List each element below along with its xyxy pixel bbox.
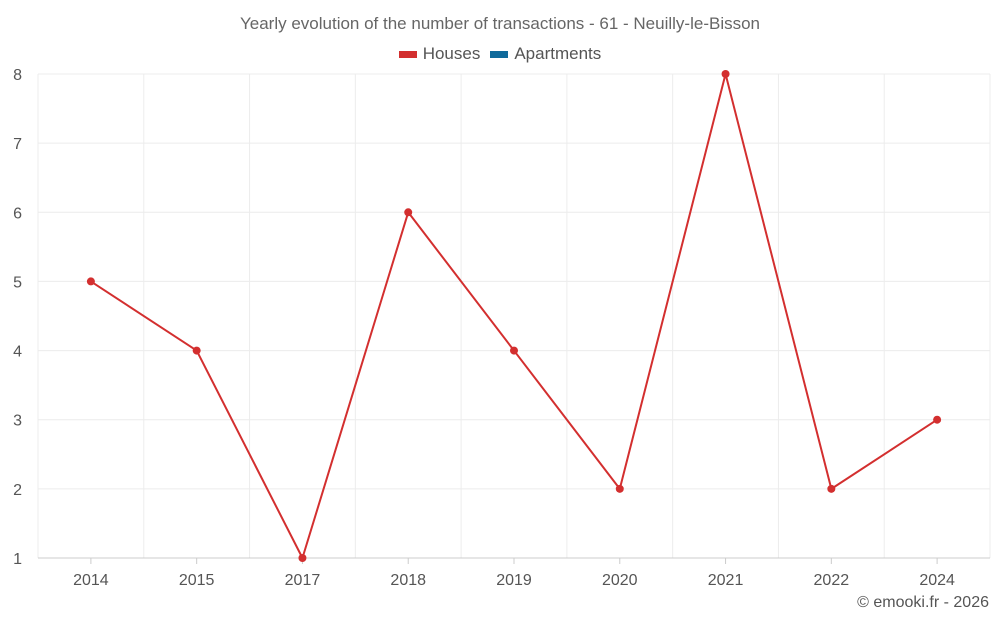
x-tick-label: 2022 xyxy=(814,572,850,589)
x-tick-label: 2017 xyxy=(285,572,321,589)
data-point xyxy=(404,208,413,217)
legend-label-apartments: Apartments xyxy=(514,44,602,63)
series xyxy=(86,70,942,562)
x-tick-label: 2019 xyxy=(496,572,532,589)
chart-title: Yearly evolution of the number of transa… xyxy=(239,14,761,33)
data-point xyxy=(192,346,201,355)
legend-label-houses: Houses xyxy=(422,44,481,63)
legend-swatch-houses xyxy=(398,50,417,58)
legend-swatch-apartments xyxy=(490,50,509,58)
y-tick-label: 4 xyxy=(13,344,22,361)
data-point xyxy=(86,277,95,286)
x-tick-label: 2024 xyxy=(919,572,955,589)
x-tick-label: 2018 xyxy=(390,572,426,589)
data-point xyxy=(510,346,518,355)
x-tick-label: 2020 xyxy=(602,572,638,589)
y-tick-label: 7 xyxy=(13,136,22,153)
y-tick-label: 5 xyxy=(13,274,22,291)
x-tick-label: 2021 xyxy=(708,572,744,589)
data-point xyxy=(827,484,836,493)
data-point xyxy=(721,70,730,78)
axes: 1 2 3 4 5 6 7 8 2014 2015 2017 2018 2019 2020 2021 2022… xyxy=(13,67,990,589)
x-tick-label: 2014 xyxy=(73,572,109,589)
y-tick-label: 1 xyxy=(13,551,22,568)
data-point xyxy=(933,415,942,424)
grid xyxy=(37,73,991,558)
legend-item-apartments[interactable]: Apartments xyxy=(490,44,601,64)
y-tick-label: 8 xyxy=(13,67,22,84)
legend: Houses Apartments xyxy=(0,44,1000,64)
x-tick-label: 2015 xyxy=(179,572,215,589)
data-point xyxy=(615,484,624,493)
data-point xyxy=(298,554,307,562)
y-tick-label: 6 xyxy=(13,205,22,222)
series-line-houses xyxy=(90,73,938,559)
y-tick-label: 3 xyxy=(13,413,22,430)
y-tick-label: 2 xyxy=(13,482,22,499)
credit-text: © emooki.fr - 2026 xyxy=(857,594,989,611)
legend-item-houses[interactable]: Houses xyxy=(398,44,481,64)
